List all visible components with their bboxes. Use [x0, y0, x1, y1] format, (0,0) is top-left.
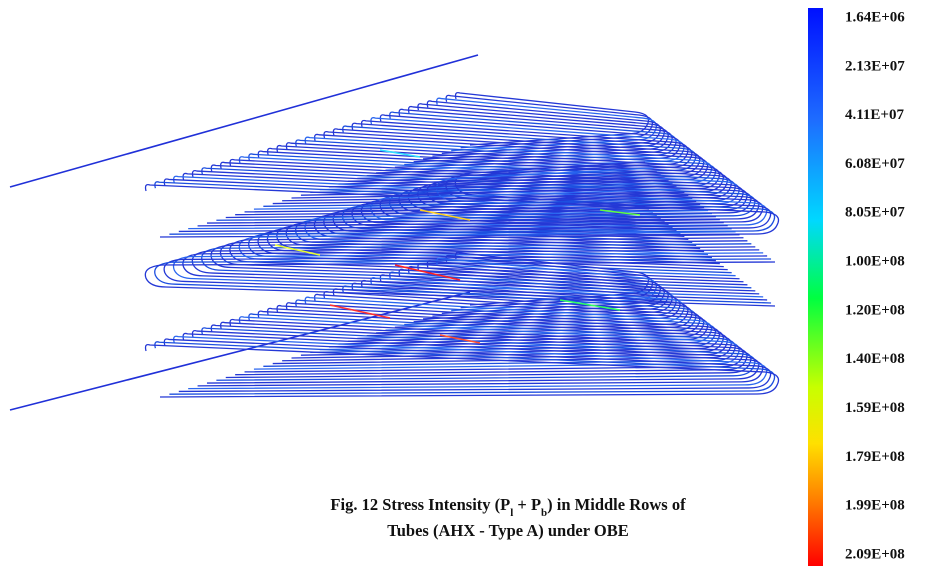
colorbar-label: 4.11E+07 [845, 107, 904, 123]
figure: 1.64E+06 2.13E+07 4.11E+07 6.08E+07 8.05E+07… [0, 0, 933, 573]
colorbar-label: 1.00E+08 [845, 254, 905, 270]
caption-text: + P [513, 495, 541, 514]
colorbar-label: 2.09E+08 [845, 546, 905, 562]
colorbar-label: 1.59E+08 [845, 400, 905, 416]
caption-line: Fig. 12 Stress Intensity (Pl + Pb) in Mi… [330, 495, 686, 519]
colorbar-label: 1.64E+06 [845, 9, 905, 25]
caption-text: ) in Middle Rows of [547, 495, 686, 514]
caption-line: Tubes (AHX - Type A) under OBE [387, 521, 628, 540]
colorbar-label: 1.20E+08 [845, 302, 905, 318]
colorbar-label: 1.79E+08 [845, 449, 905, 465]
colorbar-label: 1.99E+08 [845, 498, 905, 514]
colorbar-label: 1.40E+08 [845, 351, 905, 367]
caption-text: Fig. 12 Stress Intensity (P [330, 495, 510, 514]
tube-model [10, 55, 779, 410]
colorbar-labels: 1.64E+06 2.13E+07 4.11E+07 6.08E+07 8.05E+07… [845, 9, 905, 562]
colorbar-label: 6.08E+07 [845, 156, 905, 172]
colorbar-label: 2.13E+07 [845, 58, 905, 74]
colorbar-label: 8.05E+07 [845, 205, 905, 221]
colorbar [808, 8, 823, 566]
